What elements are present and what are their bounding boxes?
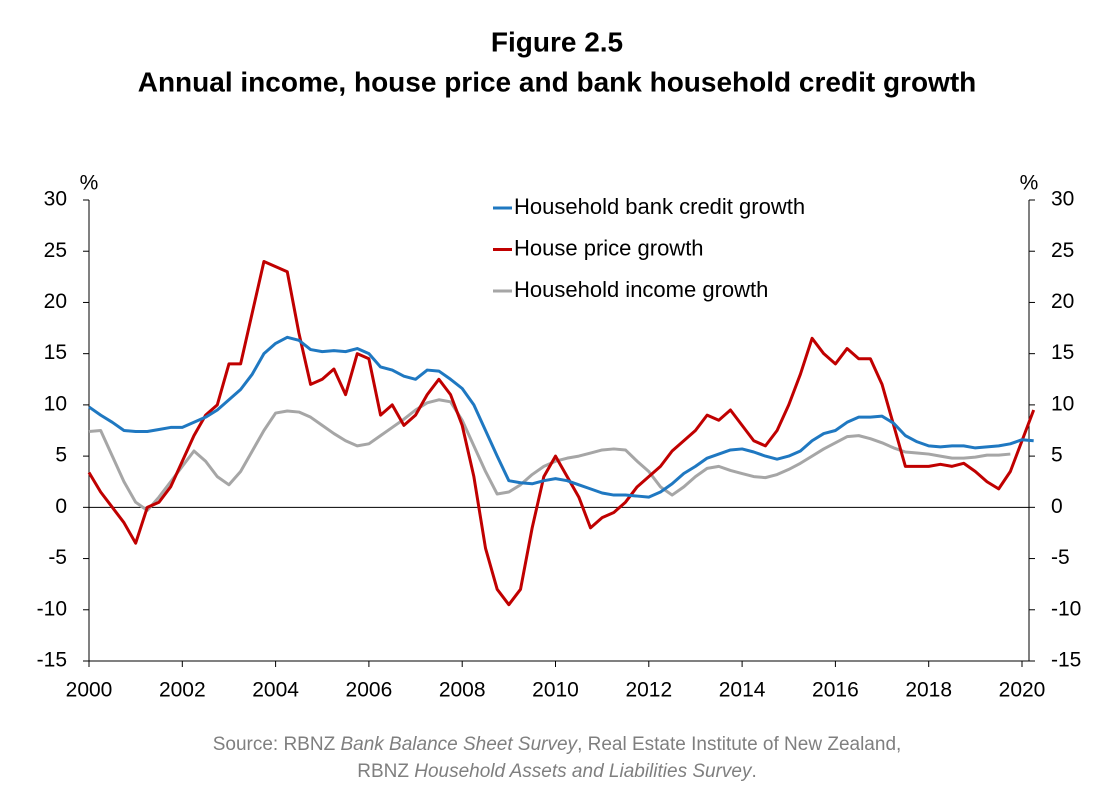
y2-tick-label: 20 xyxy=(1051,290,1074,313)
line-series xyxy=(88,335,1034,499)
y-tick-label: 5 xyxy=(55,444,67,467)
y-tick-label: 25 xyxy=(44,239,67,262)
y-tick-label: -5 xyxy=(48,546,67,569)
source-segment: . xyxy=(751,761,756,782)
x-tick-label: 2010 xyxy=(532,679,579,702)
legend-label: Household bank credit growth xyxy=(514,194,805,219)
y-tick-label: -15 xyxy=(37,649,67,672)
x-tick-label: 2000 xyxy=(66,679,113,702)
x-tick-label: 2002 xyxy=(159,679,206,702)
y2-tick-label: 0 xyxy=(1051,495,1063,518)
y-tick-label: 20 xyxy=(44,290,67,313)
source-segment: Bank Balance Sheet Survey xyxy=(340,734,578,755)
y2-tick-label: -5 xyxy=(1051,546,1070,569)
source-segment: RBNZ xyxy=(357,761,414,782)
x-tick-label: 2004 xyxy=(252,679,299,702)
source-segment: Source: RBNZ xyxy=(213,734,341,755)
x-tick-label: 2020 xyxy=(999,679,1046,702)
source-note: Source: RBNZ Bank Balance Sheet Survey, … xyxy=(213,734,902,782)
chart-title: Figure 2.5 xyxy=(491,26,623,57)
chart-subtitle: Annual income, house price and bank hous… xyxy=(138,66,977,97)
x-tick-label: 2006 xyxy=(346,679,393,702)
legend-label: Household income growth xyxy=(514,277,768,302)
y2-tick-label: 5 xyxy=(1051,444,1063,467)
x-tick-label: 2014 xyxy=(719,679,766,702)
x-tick-label: 2018 xyxy=(905,679,952,702)
y2-tick-label: 15 xyxy=(1051,341,1074,364)
line-series xyxy=(87,259,1036,607)
y-tick-label: 10 xyxy=(44,392,67,415)
source-segment: , Real Estate Institute of New Zealand, xyxy=(577,734,901,755)
y-tick-label: 30 xyxy=(44,188,67,211)
y2-tick-label: -10 xyxy=(1051,597,1081,620)
y-tick-label: -10 xyxy=(37,597,67,620)
y2-tick-label: 10 xyxy=(1051,392,1074,415)
legend-label: House price growth xyxy=(514,235,704,260)
x-tick-label: 2012 xyxy=(625,679,672,702)
y-axis-label: % xyxy=(80,172,99,195)
y2-tick-label: -15 xyxy=(1051,649,1081,672)
y2-tick-label: 30 xyxy=(1051,188,1074,211)
source-segment: Household Assets and Liabilities Survey xyxy=(414,761,753,782)
y-tick-label: 0 xyxy=(55,495,67,518)
x-tick-label: 2016 xyxy=(812,679,859,702)
x-tick-label: 2008 xyxy=(439,679,486,702)
y-tick-label: 15 xyxy=(44,341,67,364)
y2-tick-label: 25 xyxy=(1051,239,1074,262)
y2-axis-label: % xyxy=(1020,172,1039,195)
